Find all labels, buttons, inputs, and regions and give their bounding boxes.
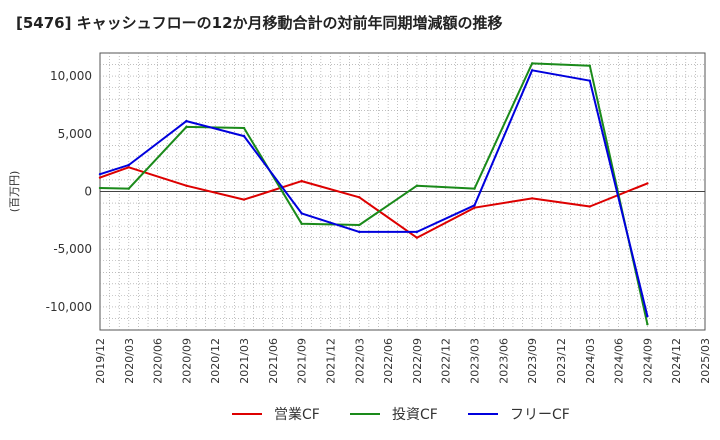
- y-tick-label: -5,000: [53, 242, 92, 256]
- data-point: [98, 176, 102, 179]
- x-tick-label: 2023/09: [526, 338, 539, 384]
- x-tick-label: 2023/06: [497, 338, 510, 384]
- data-point: [185, 125, 188, 129]
- data-point: [300, 212, 303, 215]
- data-point: [646, 314, 649, 318]
- x-tick-label: 2020/09: [180, 338, 193, 384]
- data-point: [530, 62, 534, 65]
- x-tick-label: 2020/06: [152, 338, 165, 384]
- x-tick-label: 2022/03: [353, 338, 366, 384]
- data-point: [358, 230, 361, 234]
- y-axis-label: (百万円): [8, 171, 21, 213]
- data-point: [242, 126, 246, 130]
- data-point: [185, 184, 188, 187]
- x-tick-label: 2023/12: [555, 338, 568, 384]
- x-tick-label: 2022/12: [440, 338, 453, 384]
- legend-label: 投資CF: [392, 407, 438, 423]
- data-point: [530, 197, 534, 200]
- x-tick-label: 2024/12: [670, 338, 683, 384]
- x-tick-label: 2024/03: [584, 338, 597, 384]
- data-point: [415, 236, 419, 239]
- data-point: [127, 187, 131, 190]
- y-tick-label: -10,000: [46, 300, 92, 314]
- data-point: [127, 163, 131, 167]
- data-point: [242, 134, 246, 138]
- data-point: [415, 184, 419, 187]
- data-point: [127, 166, 131, 169]
- data-point: [358, 196, 361, 199]
- data-point: [588, 79, 591, 82]
- data-point: [242, 198, 246, 201]
- legend-label: 営業CF: [274, 407, 320, 423]
- x-tick-label: 2025/03: [699, 338, 712, 384]
- y-tick-label: 0: [84, 185, 92, 199]
- x-tick-label: 2021/12: [324, 338, 337, 384]
- data-point: [473, 204, 476, 207]
- data-point: [415, 230, 419, 234]
- data-point: [530, 69, 534, 72]
- x-tick-label: 2021/06: [267, 338, 280, 384]
- data-point: [473, 187, 476, 190]
- data-point: [588, 64, 591, 67]
- x-tick-label: 2022/09: [411, 338, 424, 384]
- legend-label: フリーCF: [510, 407, 570, 423]
- x-tick-label: 2019/12: [94, 338, 107, 384]
- data-point: [358, 223, 361, 227]
- data-point: [185, 119, 188, 123]
- x-tick-label: 2024/06: [613, 338, 626, 384]
- x-tick-label: 2022/06: [382, 338, 395, 384]
- x-tick-label: 2021/03: [238, 338, 251, 384]
- data-point: [473, 206, 476, 209]
- y-tick-label: 10,000: [50, 69, 92, 83]
- data-point: [646, 182, 649, 185]
- data-point: [300, 179, 303, 183]
- data-point: [98, 186, 102, 190]
- x-tick-label: 2023/03: [469, 338, 482, 384]
- chart-title: [5476] キャッシュフローの12か月移動合計の対前年同期増減額の推移: [16, 14, 503, 32]
- data-point: [98, 172, 102, 176]
- x-tick-label: 2021/09: [296, 338, 309, 384]
- x-tick-label: 2020/12: [209, 338, 222, 384]
- y-tick-label: 5,000: [58, 127, 92, 141]
- x-tick-label: 2020/03: [123, 338, 136, 384]
- data-point: [300, 222, 303, 226]
- x-tick-label: 2024/09: [641, 338, 654, 384]
- data-point: [588, 205, 591, 208]
- data-point: [646, 323, 649, 326]
